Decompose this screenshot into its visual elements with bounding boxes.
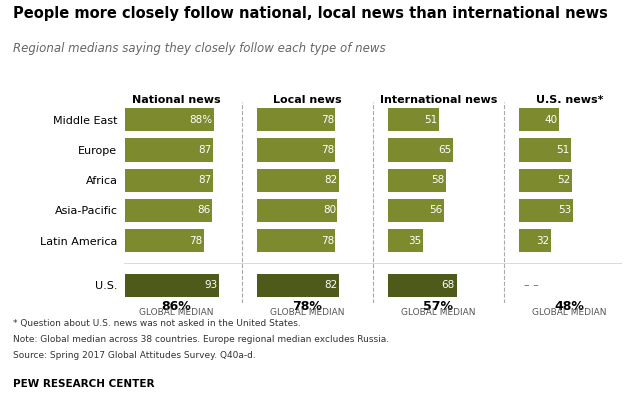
Text: 65: 65 [439, 145, 452, 155]
Text: GLOBAL MEDIAN: GLOBAL MEDIAN [532, 308, 607, 317]
Bar [126, 229, 204, 252]
Bar [126, 168, 213, 192]
Text: Local news: Local news [273, 95, 341, 105]
Bar [256, 229, 336, 252]
Bar [256, 199, 338, 222]
Text: 93: 93 [205, 280, 218, 290]
Bar [256, 138, 336, 162]
Text: 52: 52 [557, 175, 570, 185]
Bar [519, 229, 551, 252]
Bar [256, 168, 339, 192]
Text: International news: International news [380, 95, 497, 105]
Text: GLOBAL MEDIAN: GLOBAL MEDIAN [270, 308, 345, 317]
Text: 87: 87 [198, 145, 212, 155]
Bar [388, 273, 457, 297]
Text: 78: 78 [321, 236, 334, 246]
Bar [256, 273, 339, 297]
Text: 86%: 86% [161, 300, 191, 313]
Bar [519, 199, 572, 222]
Bar [126, 273, 219, 297]
Text: 86: 86 [198, 205, 211, 215]
Text: 35: 35 [408, 236, 422, 246]
Bar [388, 138, 454, 162]
Bar [519, 168, 572, 192]
Text: Note: Global median across 38 countries. Europe regional median excludes Russia.: Note: Global median across 38 countries.… [13, 335, 389, 344]
Text: 78: 78 [321, 145, 334, 155]
Text: 58: 58 [432, 175, 445, 185]
Bar [388, 108, 440, 132]
Text: 78%: 78% [292, 300, 322, 313]
Bar [519, 138, 570, 162]
Text: U.S. news*: U.S. news* [536, 95, 604, 105]
Text: 56: 56 [429, 205, 443, 215]
Bar [126, 108, 214, 132]
Text: 51: 51 [424, 115, 438, 125]
Text: 82: 82 [325, 280, 338, 290]
Text: Regional medians saying they closely follow each type of news: Regional medians saying they closely fol… [13, 42, 385, 55]
Text: National news: National news [131, 95, 220, 105]
Text: 48%: 48% [554, 300, 584, 313]
Bar [388, 199, 445, 222]
Text: 88%: 88% [189, 115, 212, 125]
Text: 53: 53 [558, 205, 571, 215]
Text: 40: 40 [545, 115, 558, 125]
Bar [126, 199, 212, 222]
Text: 32: 32 [537, 236, 550, 246]
Text: 82: 82 [325, 175, 338, 185]
Bar [126, 138, 213, 162]
Text: 78: 78 [321, 115, 334, 125]
Text: 51: 51 [556, 145, 569, 155]
Text: 87: 87 [198, 175, 212, 185]
Text: 78: 78 [189, 236, 203, 246]
Bar [519, 108, 560, 132]
Text: 68: 68 [441, 280, 455, 290]
Text: GLOBAL MEDIAN: GLOBAL MEDIAN [401, 308, 475, 317]
Bar [388, 168, 447, 192]
Text: – –: – – [524, 280, 539, 290]
Text: People more closely follow national, local news than international news: People more closely follow national, loc… [13, 6, 607, 21]
Text: 57%: 57% [424, 300, 454, 313]
Text: PEW RESEARCH CENTER: PEW RESEARCH CENTER [13, 379, 154, 389]
Text: 80: 80 [323, 205, 336, 215]
Text: * Question about U.S. news was not asked in the United States.: * Question about U.S. news was not asked… [13, 319, 300, 328]
Bar [388, 229, 423, 252]
Text: Source: Spring 2017 Global Attitudes Survey. Q40a-d.: Source: Spring 2017 Global Attitudes Sur… [13, 351, 255, 360]
Text: GLOBAL MEDIAN: GLOBAL MEDIAN [138, 308, 213, 317]
Bar [256, 108, 336, 132]
